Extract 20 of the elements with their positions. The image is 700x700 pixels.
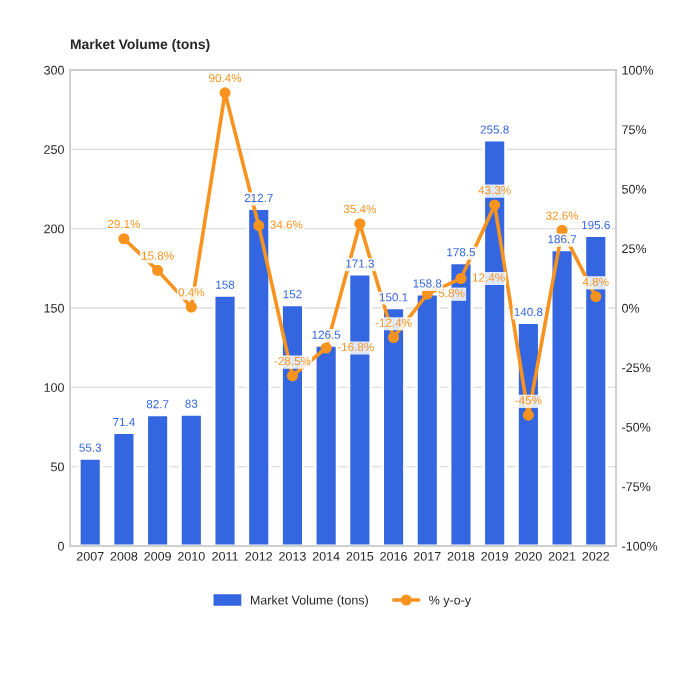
point <box>253 220 265 232</box>
point <box>455 272 467 285</box>
point <box>556 224 568 236</box>
bar <box>178 412 204 546</box>
point <box>152 264 164 276</box>
point <box>388 331 400 344</box>
point <box>421 288 433 300</box>
point <box>354 218 366 230</box>
point <box>320 342 332 354</box>
point <box>489 199 501 211</box>
bar <box>212 293 238 546</box>
point <box>590 291 602 303</box>
point <box>118 233 130 245</box>
point <box>522 409 534 421</box>
bar <box>145 413 170 546</box>
bar <box>111 431 137 546</box>
point <box>286 370 298 382</box>
point <box>219 87 231 99</box>
bar <box>77 456 103 546</box>
point <box>185 301 197 313</box>
